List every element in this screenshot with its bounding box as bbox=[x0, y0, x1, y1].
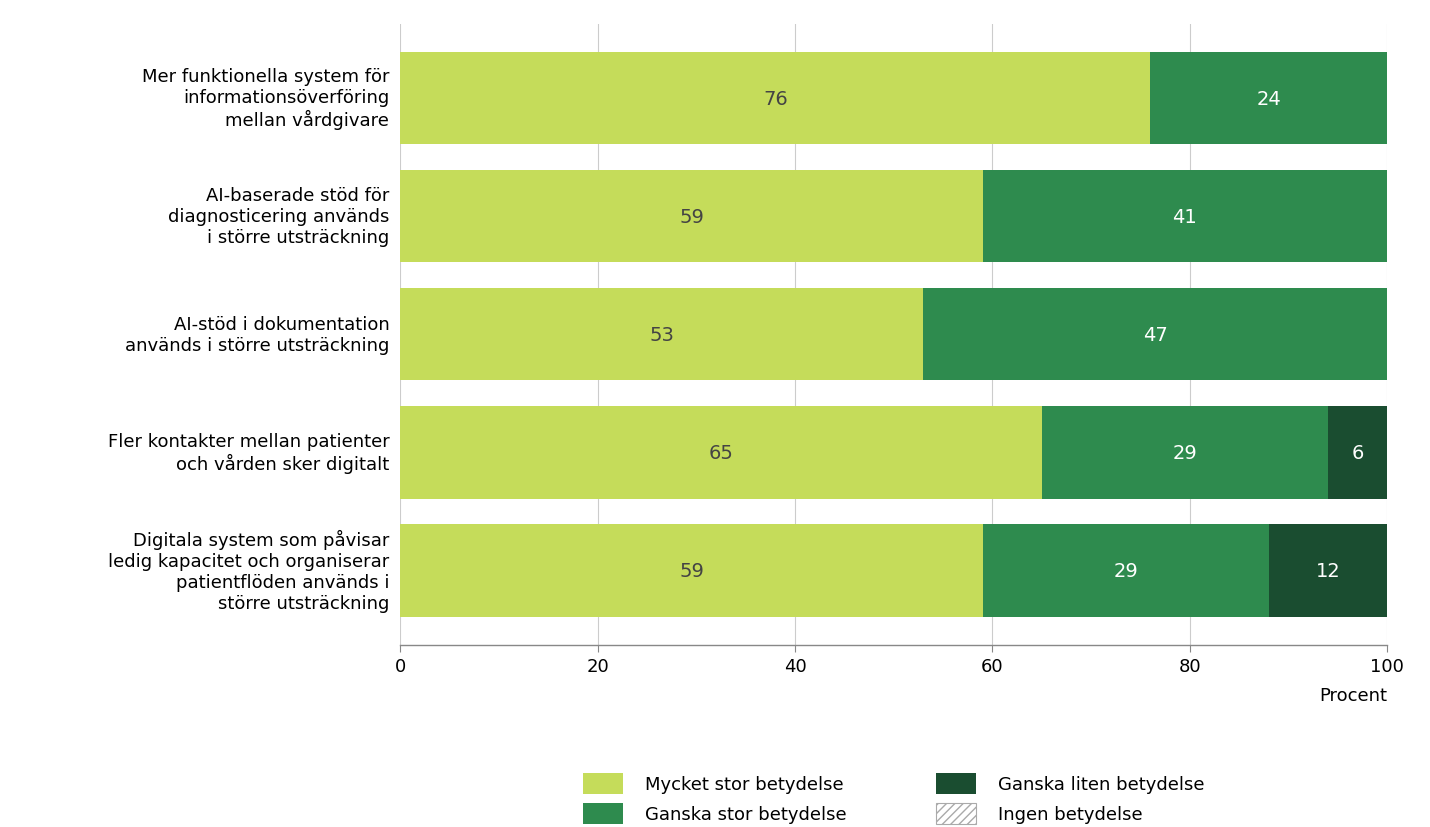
Text: 6: 6 bbox=[1351, 443, 1364, 462]
Text: 24: 24 bbox=[1257, 89, 1281, 108]
Bar bbox=[982, 171, 1387, 263]
Legend: Mycket stor betydelse, Ganska stor betydelse, Ganska liten betydelse, Ingen bety: Mycket stor betydelse, Ganska stor betyd… bbox=[576, 766, 1211, 827]
Text: 53: 53 bbox=[649, 326, 675, 344]
Bar bbox=[924, 289, 1387, 381]
Text: 59: 59 bbox=[679, 208, 704, 227]
Bar bbox=[400, 53, 1150, 145]
Bar bbox=[1268, 525, 1387, 617]
Text: 59: 59 bbox=[679, 562, 704, 581]
Bar bbox=[400, 171, 982, 263]
Bar bbox=[1328, 407, 1387, 499]
Bar bbox=[1150, 53, 1387, 145]
Bar bbox=[400, 407, 1041, 499]
Text: 65: 65 bbox=[709, 443, 734, 462]
Text: 29: 29 bbox=[1173, 443, 1197, 462]
Text: 29: 29 bbox=[1113, 562, 1138, 581]
Text: 41: 41 bbox=[1173, 208, 1197, 227]
Bar bbox=[400, 525, 982, 617]
X-axis label: Procent: Procent bbox=[1318, 686, 1387, 704]
Text: 76: 76 bbox=[764, 89, 788, 108]
Text: 47: 47 bbox=[1143, 326, 1168, 344]
Bar bbox=[982, 525, 1268, 617]
Text: 12: 12 bbox=[1316, 562, 1340, 581]
Bar bbox=[400, 289, 924, 381]
Bar bbox=[1041, 407, 1328, 499]
